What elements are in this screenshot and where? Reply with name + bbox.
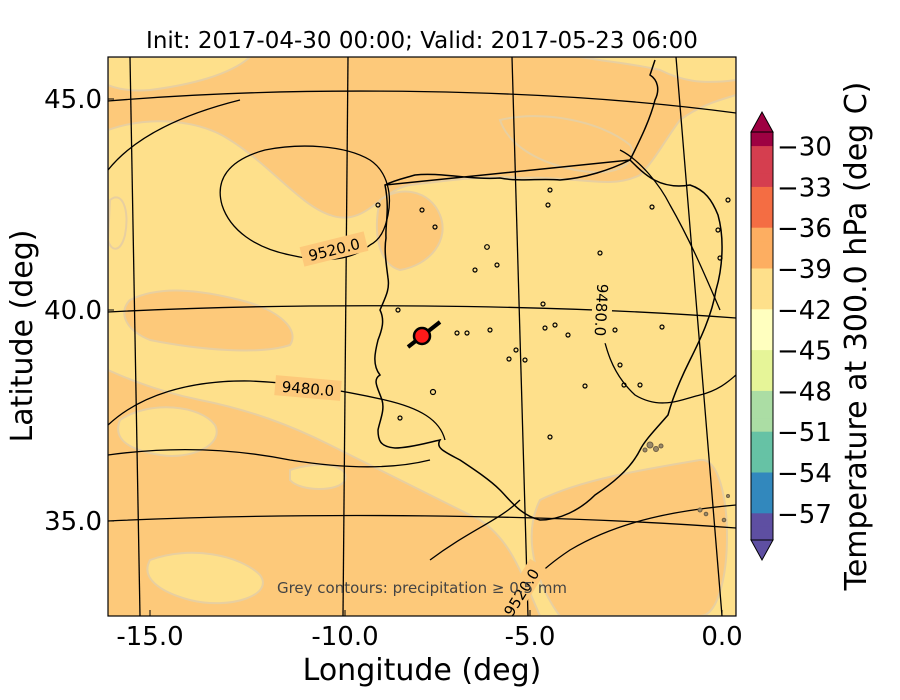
colorbar-tick-label: −42 (777, 296, 832, 326)
graticule (108, 57, 736, 616)
colorbar-tick-label: −33 (777, 173, 832, 203)
coastline (374, 59, 723, 521)
colorbar-bands (751, 132, 773, 540)
colorbar-band (751, 254, 773, 269)
colorbar-tick-label: −51 (777, 418, 832, 448)
colorbar-band (751, 159, 773, 174)
colorbar-band (751, 295, 773, 310)
colorbar-band (751, 417, 773, 432)
x-tick-label: -5.0 (505, 622, 556, 652)
colorbar-band (751, 322, 773, 337)
location-marker (412, 326, 432, 346)
colorbar-band (751, 499, 773, 514)
plot-title: Init: 2017-04-30 00:00; Valid: 2017-05-2… (146, 28, 698, 54)
colorbar-band (751, 240, 773, 255)
colorbar-band (751, 186, 773, 201)
map-panel: 9520.0 9480.0 9480.0 9520.0 Grey contour… (108, 57, 736, 616)
small-contours (375, 187, 731, 440)
colorbar-band (751, 268, 773, 283)
colorbar-band (751, 145, 773, 160)
map-frame (107, 56, 737, 617)
colorbar-band (751, 431, 773, 446)
colorbar-tick-label: −36 (777, 214, 832, 244)
colorbar-band (751, 485, 773, 500)
colorbar-band (751, 376, 773, 391)
temperature-dark-regions (123, 115, 728, 616)
colorbar-band (751, 363, 773, 378)
colorbar-band (751, 172, 773, 187)
colorbar-band (751, 472, 773, 487)
x-tick-label: 0.0 (701, 622, 742, 652)
colorbar-band (751, 526, 773, 540)
x-tick-label: -15.0 (116, 622, 183, 652)
colorbar-label: Temperature at 300.0 hPa (deg C) (839, 82, 874, 592)
colorbar-band (751, 200, 773, 215)
colorbar-band (751, 390, 773, 405)
y-axis: 45.0 40.0 35.0 Latitude (deg) (5, 85, 114, 537)
colorbar-frame (750, 131, 774, 541)
colorbar-band (751, 512, 773, 527)
colorbar-band (751, 132, 773, 147)
colorbar-extend-min (750, 539, 774, 562)
precipitation-note: Grey contours: precipitation ≥ 0.5 mm (277, 579, 567, 597)
x-tick-label: -10.0 (311, 622, 378, 652)
colorbar-extend-max (750, 110, 774, 133)
colorbar-tick-label: −57 (777, 500, 832, 530)
y-tick-label: 35.0 (44, 507, 102, 537)
y-tick-label: 45.0 (44, 85, 102, 115)
colorbar-band (751, 404, 773, 419)
colorbar-band (751, 213, 773, 228)
colorbar-tick-label: −48 (777, 377, 832, 407)
colorbar-band (751, 336, 773, 351)
colorbar-band (751, 444, 773, 459)
colorbar-band (751, 227, 773, 242)
colorbar-ticks: −30 −33 −36 −39 −42 −45 −48 −51 −54 −57 (777, 133, 832, 530)
colorbar: −30 −33 −36 −39 −42 −45 −48 −51 −54 −57 … (750, 82, 874, 592)
colorbar-tick-label: −54 (777, 459, 832, 489)
colorbar-band (751, 308, 773, 323)
colorbar-tick-label: −30 (777, 133, 832, 163)
precipitation-contours (642, 441, 730, 523)
y-tick-label: 40.0 (44, 296, 102, 326)
colorbar-tick-label: −39 (777, 255, 832, 285)
colorbar-tick-label: −45 (777, 337, 832, 367)
colorbar-band (751, 349, 773, 364)
contour-label-9480-west: 9480.0 (281, 378, 335, 401)
y-axis-label: Latitude (deg) (5, 230, 40, 443)
contour-label-9480-east: 9480.0 (591, 283, 612, 336)
colorbar-band (751, 281, 773, 296)
x-axis-label: Longitude (deg) (303, 653, 542, 688)
x-axis: -15.0 -10.0 -5.0 0.0 Longitude (deg) (116, 610, 743, 688)
colorbar-band (751, 458, 773, 473)
